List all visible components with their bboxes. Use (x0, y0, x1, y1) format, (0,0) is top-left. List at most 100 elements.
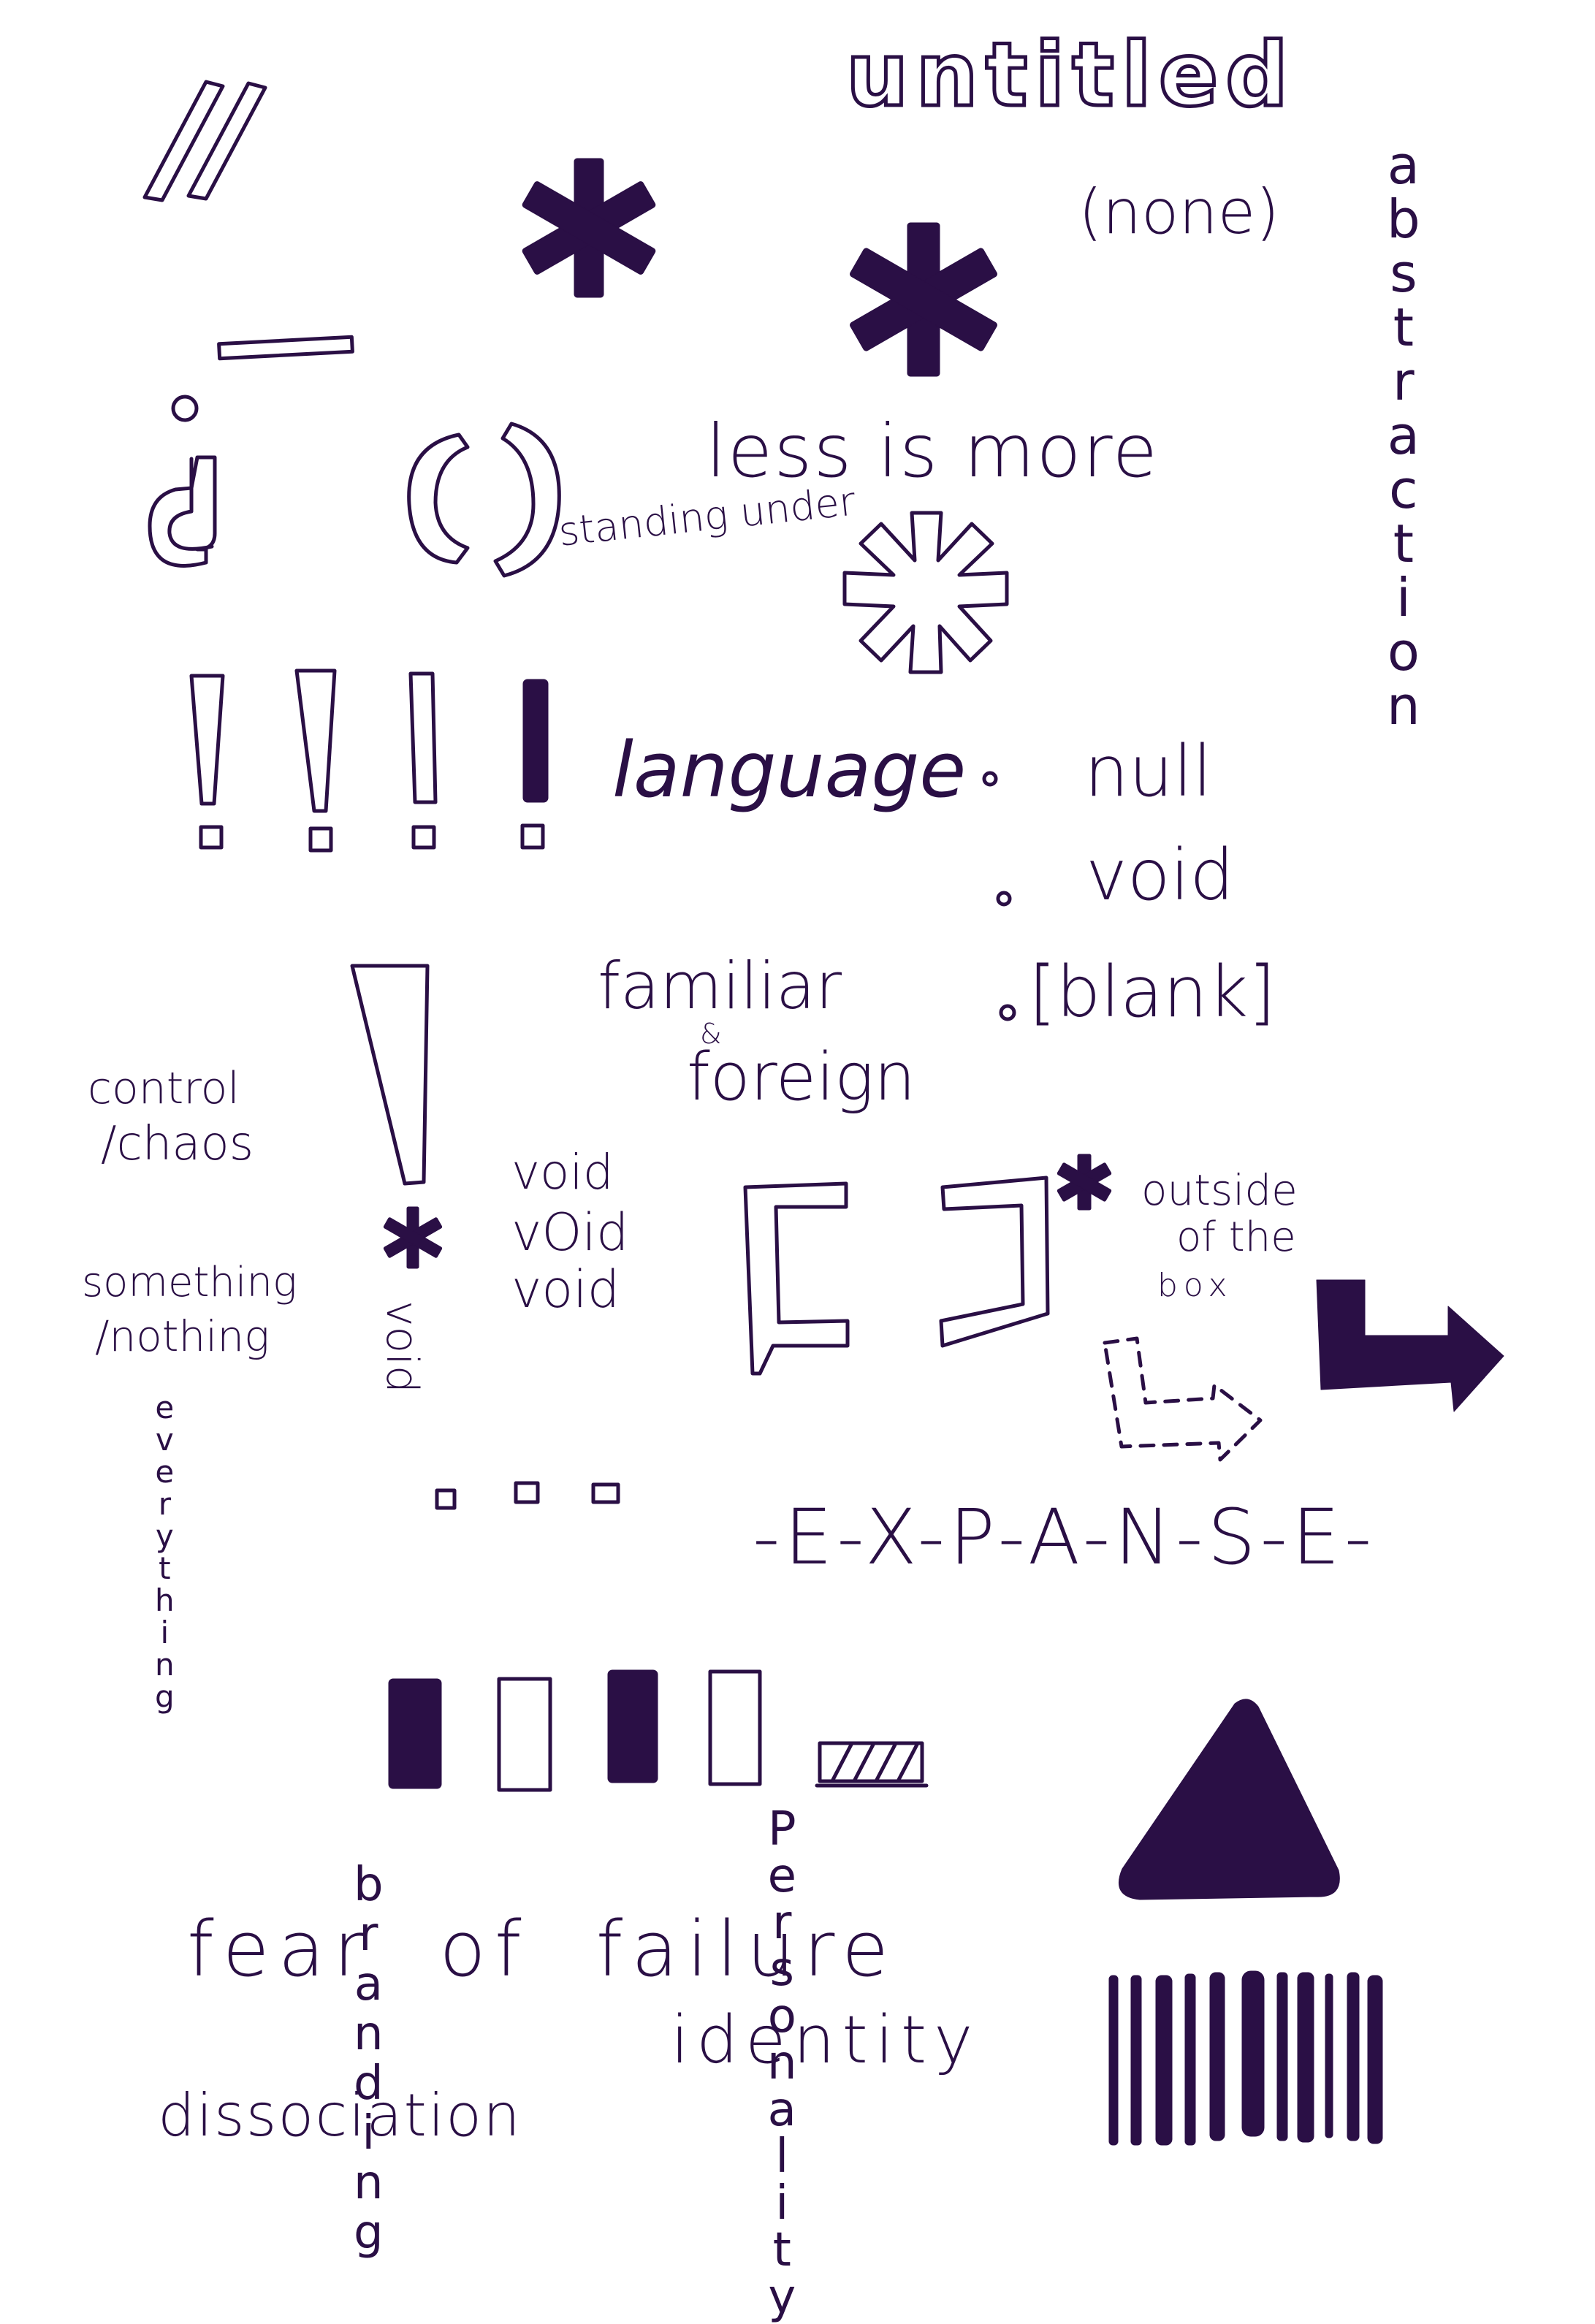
bar-icon (607, 1669, 658, 1783)
text-ampersand: & (700, 1018, 722, 1050)
branding-letter: d (354, 2057, 384, 2111)
text-control: control (88, 1063, 240, 1114)
barcode-icon (1108, 1970, 1383, 2146)
bullet-icon (999, 1004, 1016, 1021)
text-void-vertical: void (376, 1300, 427, 1393)
abstraction-letter: t (1393, 297, 1414, 358)
exclamation-icon (294, 668, 337, 853)
everything-letter: g (155, 1679, 175, 1715)
everything-letter: r (158, 1486, 171, 1522)
everything-letter: t (159, 1550, 171, 1586)
abstraction-letter: c (1389, 459, 1418, 520)
branding-letter: b (354, 1858, 384, 1912)
asterisk-icon (1057, 1154, 1112, 1211)
square-icon (591, 1482, 620, 1504)
abstraction-letter: s (1390, 243, 1417, 304)
personality-letter: a (767, 2083, 796, 2137)
text-void: void (1086, 834, 1235, 916)
personality-letter: e (767, 1849, 796, 1903)
branding-letter: n (354, 2156, 384, 2210)
arrow-icon (1316, 1279, 1504, 1412)
everything-letter: e (155, 1390, 175, 1425)
personality-letter: o (767, 1989, 796, 2043)
asterisk-icon (522, 158, 656, 298)
dashed-arrow-icon (1103, 1336, 1263, 1462)
personality-letter: P (767, 1802, 796, 1856)
outlined-asterisk-icon (842, 511, 1009, 674)
double-slash-icon (142, 80, 267, 202)
inverted-question-icon (148, 395, 217, 568)
abstraction-letter: a (1387, 405, 1420, 466)
bar-icon (497, 1677, 552, 1792)
exclamation-icon (350, 964, 430, 1186)
everything-letter: v (155, 1422, 174, 1458)
branding-letter: r (359, 1908, 378, 1962)
text-identity: identity (671, 2002, 981, 2079)
text-blank: [blank] (1029, 951, 1276, 1033)
abstraction-letter: t (1393, 513, 1414, 574)
branding-letter: i (362, 2106, 376, 2160)
text-of-the: of the (1176, 1214, 1296, 1261)
bullet-icon (996, 891, 1012, 907)
text-box: box (1157, 1267, 1233, 1304)
text-nothing: /nothing (95, 1311, 270, 1361)
abstraction-letter: b (1387, 188, 1420, 250)
text-void-1: void (511, 1144, 614, 1200)
exclamation-icon (189, 674, 225, 850)
personality-letter: s (769, 1943, 794, 1997)
personality-letter: t (772, 2223, 791, 2277)
bar-icon (388, 1678, 442, 1789)
doodle-graphics (142, 80, 1504, 2146)
text-expanse: -E-X-P-A-N-S-E- (753, 1493, 1377, 1582)
everything-letter: n (155, 1647, 175, 1683)
exclamation-icon (522, 679, 549, 803)
text-void-3: void (511, 1260, 620, 1319)
personality-letter: n (767, 2036, 797, 2090)
everything-letter: e (155, 1454, 175, 1490)
personality-letter: i (775, 2176, 789, 2230)
everything-letter: i (160, 1615, 170, 1650)
text-fear-of-failure: fear of failure (187, 1905, 898, 1994)
text-foreign: foreign (687, 1039, 916, 1116)
everything-letter: y (155, 1518, 174, 1554)
text-chaos: /chaos (101, 1117, 254, 1171)
personality-letter: r (772, 1896, 792, 1950)
branding-letter: n (354, 2007, 384, 2061)
abstraction-letter: i (1396, 567, 1411, 628)
personality-letter: y (768, 2270, 796, 2324)
abstraction-letter: o (1387, 621, 1420, 682)
text-outside: outside (1141, 1165, 1298, 1215)
square-icon (435, 1488, 457, 1510)
bullet-icon (982, 771, 998, 787)
triangle-icon (1119, 1699, 1340, 1900)
exclamation-icon (408, 671, 438, 850)
square-icon (514, 1481, 540, 1504)
hatched-rect-icon (815, 1741, 929, 1788)
dash-icon (217, 335, 354, 361)
abstraction-letter: a (1387, 134, 1420, 196)
parentheses-icon (407, 422, 561, 578)
everything-letter: h (155, 1582, 175, 1618)
abstraction-letter: r (1393, 351, 1415, 412)
branding-letter: g (354, 2206, 384, 2260)
exclamation-icon (520, 823, 545, 850)
text-something: something (82, 1259, 297, 1306)
text-less-is-more: less is more (706, 408, 1159, 494)
text-language: language (612, 725, 967, 815)
bar-icon (708, 1669, 762, 1786)
text-null: null (1084, 731, 1213, 812)
branding-letter: a (354, 1957, 383, 2011)
asterisk-icon (850, 222, 997, 377)
bracket-icon (743, 1176, 1050, 1376)
text-familiar: familiar (598, 948, 842, 1024)
personality-letter: l (775, 2130, 789, 2184)
title-untitled: untitled (844, 25, 1296, 126)
abstraction-letter: n (1387, 675, 1420, 736)
text-dissociation: dissociation (158, 2081, 522, 2149)
text-void-2: vOid (511, 1203, 629, 1262)
text-none: (none) (1078, 176, 1280, 248)
